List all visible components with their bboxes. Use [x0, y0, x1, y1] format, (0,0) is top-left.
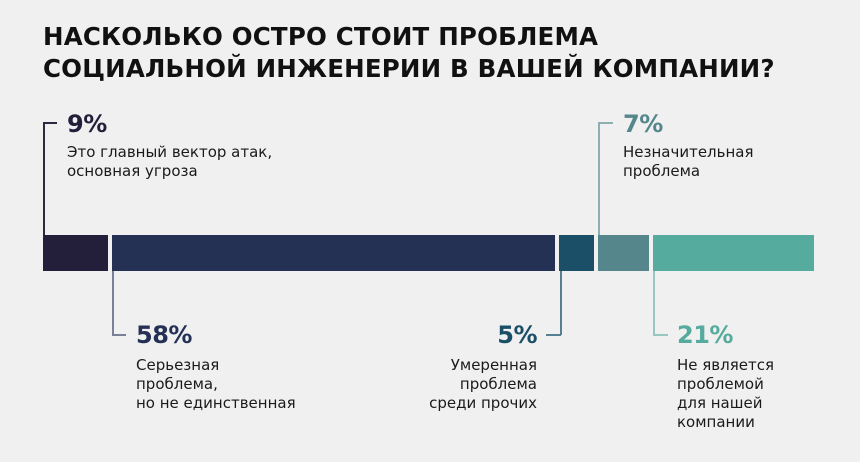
percent-label-moderate: 5%	[497, 321, 537, 349]
chart-title: НАСКОЛЬКО ОСТРО СТОИТ ПРОБЛЕМА СОЦИАЛЬНО…	[43, 21, 775, 85]
description-line: Это главный вектор атак,	[67, 143, 273, 161]
description-main-vector: Это главный вектор атак, основная угроза	[67, 143, 272, 181]
connector-serious-tick	[112, 334, 126, 336]
description-line: Умеренная	[450, 356, 537, 374]
percent-label-not-a-problem: 21%	[677, 321, 733, 349]
chart-title-line-2: СОЦИАЛЬНОЙ ИНЖЕНЕРИИ В ВАШЕЙ КОМПАНИИ?	[43, 54, 775, 83]
description-not-a-problem: Не является проблемой для нашей компании	[677, 356, 774, 432]
connector-not-a-problem-vertical	[653, 271, 655, 335]
description-line: среди прочих	[429, 394, 537, 412]
connector-minor-vertical	[598, 122, 600, 235]
bar-segment-moderate	[559, 235, 594, 271]
percent-label-serious: 58%	[136, 321, 192, 349]
description-line: основная угроза	[67, 162, 198, 180]
connector-main-vector-vertical	[43, 122, 45, 235]
description-line: Не является	[677, 356, 774, 374]
bar-segment-main-vector	[43, 235, 108, 271]
percent-label-main-vector: 9%	[67, 110, 107, 138]
description-line: Серьезная	[136, 356, 220, 374]
description-line: проблема	[459, 375, 537, 393]
connector-main-vector-tick	[43, 122, 57, 124]
connector-moderate-tick	[546, 334, 561, 336]
connector-serious-vertical	[112, 271, 114, 335]
description-minor: Незначительная проблема	[623, 143, 754, 181]
connector-not-a-problem-tick	[653, 334, 668, 336]
description-line: проблемой	[677, 375, 764, 393]
description-line: проблема	[623, 162, 701, 180]
connector-moderate-vertical	[560, 271, 562, 335]
chart-title-line-1: НАСКОЛЬКО ОСТРО СТОИТ ПРОБЛЕМА	[43, 22, 599, 51]
description-line: Незначительная	[623, 143, 754, 161]
description-serious: Серьезная проблема, но не единственная	[136, 356, 296, 413]
description-line: но не единственная	[136, 394, 296, 412]
connector-minor-tick	[598, 122, 613, 124]
description-moderate: Умеренная проблема среди прочих	[429, 356, 537, 413]
description-line: компании	[677, 413, 755, 431]
bar-segment-minor	[598, 235, 649, 271]
bar-segment-not-a-problem	[653, 235, 814, 271]
description-line: проблема,	[136, 375, 218, 393]
percent-label-minor: 7%	[623, 110, 663, 138]
description-line: для нашей	[677, 394, 763, 412]
bar-segment-serious	[112, 235, 555, 271]
